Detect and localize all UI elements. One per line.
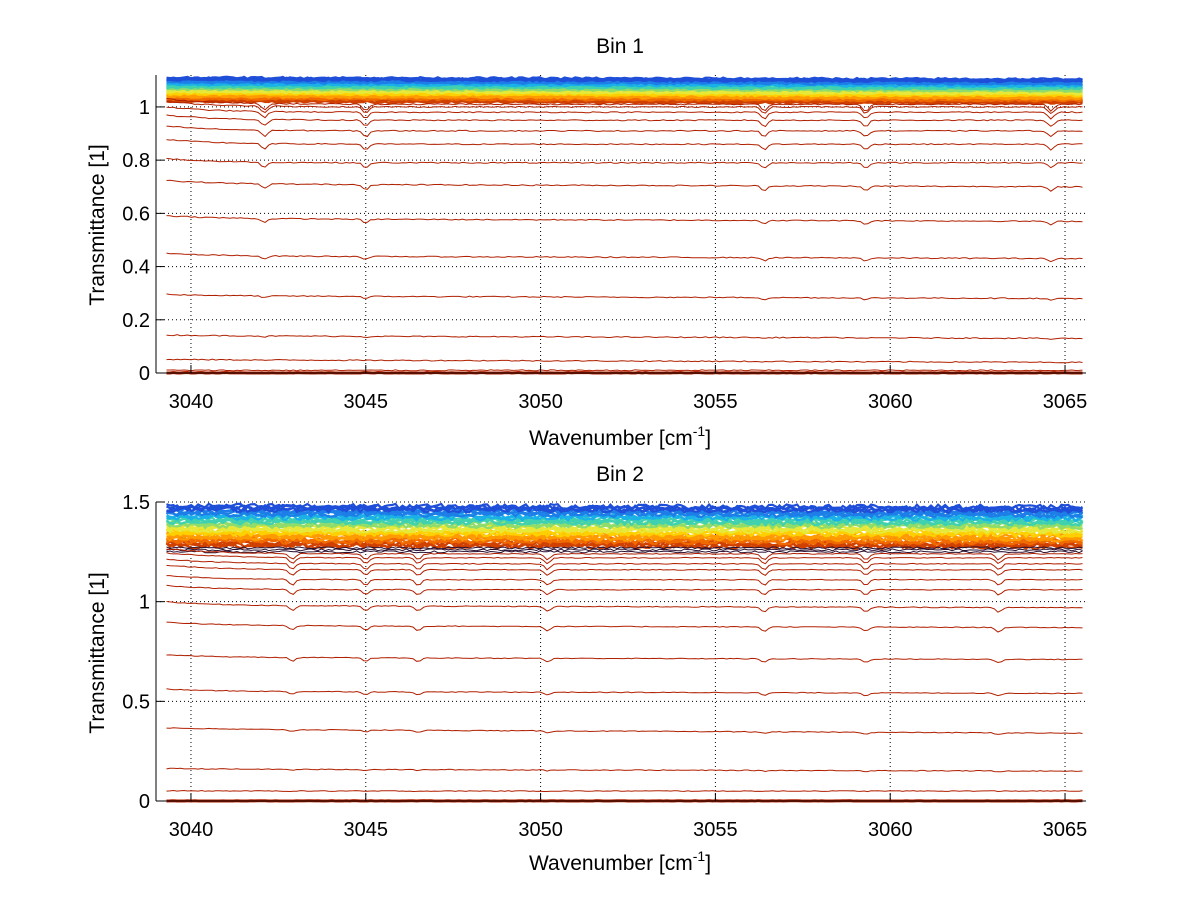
x-tick-label: 3050: [518, 391, 563, 413]
plot-area: 3040 3045 3050 3055 3060 3065 0 0.5 1 1.5: [122, 492, 1087, 841]
series-line: [166, 179, 1083, 192]
y-tick-label: 0: [139, 363, 150, 385]
series-line: [166, 101, 1083, 115]
y-tick-label: 1.5: [122, 492, 150, 514]
y-tick-label: 0.5: [122, 691, 150, 713]
series-line: [166, 564, 1083, 577]
x-tick-label: 3040: [169, 819, 214, 841]
series-line: [166, 575, 1083, 586]
x-tick-label: 3055: [693, 819, 738, 841]
y-axis-label: Transmittance [1]: [86, 572, 109, 733]
y-axis-label: Transmittance [1]: [86, 144, 109, 305]
series-line: [166, 369, 1083, 372]
x-axis-label-suffix: ]: [705, 852, 711, 875]
x-tick-label: 3045: [344, 391, 389, 413]
series-line: [166, 293, 1083, 301]
band-series-line: [166, 505, 1083, 515]
series-line: [166, 767, 1083, 773]
chart-bin-2: Bin 2 3040 3045 3050 3055 3060 3065 0 0.5 1 1.5 T…: [86, 463, 1087, 875]
series-line: [166, 252, 1083, 263]
dark-series-line: [166, 546, 1083, 550]
x-axis-label-suffix: ]: [705, 427, 711, 450]
x-tick-label: 3040: [169, 391, 214, 413]
x-axis-label-main: Wavenumber [cm: [529, 427, 693, 450]
band-series-line: [166, 75, 1083, 82]
series-line: [166, 654, 1083, 664]
x-tick-label: 3045: [344, 819, 389, 841]
series-line: [166, 688, 1083, 697]
series-line: [166, 789, 1083, 793]
y-tick-label: 0: [139, 791, 150, 813]
y-tick-label: 0.6: [122, 203, 150, 225]
series-line: [166, 157, 1083, 169]
plot-area: 3040 3045 3050 3055 3060 3065 0 0.2 0.4 0.6 0.8 1: [122, 75, 1087, 413]
band-series-line: [166, 502, 1084, 511]
chart-title: Bin 1: [596, 35, 644, 58]
x-axis-label-main: Wavenumber [cm: [529, 852, 693, 875]
series-line: [166, 106, 1083, 120]
series-line: [166, 215, 1083, 226]
chart-title: Bin 2: [596, 463, 644, 486]
x-tick-label: 3050: [518, 819, 563, 841]
y-tick-label: 1: [139, 97, 150, 119]
series-line: [166, 558, 1083, 571]
x-axis-label: Wavenumber [cm-1]: [529, 423, 711, 450]
x-tick-label: 3065: [1043, 391, 1088, 413]
x-axis-label-superscript: -1: [693, 848, 706, 864]
y-tick-label: 0.4: [122, 257, 150, 279]
dark-series-line: [166, 548, 1083, 552]
x-axis-label: Wavenumber [cm-1]: [529, 848, 711, 875]
dark-series-line: [166, 550, 1083, 554]
series-line: [166, 727, 1083, 735]
chart-bin-1: Bin 1 3040 3045 3050 3055 3060 3065 0 0.2 0.4 0.6…: [86, 35, 1087, 450]
x-tick-label: 3060: [868, 819, 913, 841]
series-line: [166, 98, 1083, 112]
series-line: [166, 584, 1083, 596]
y-tick-label: 0.8: [122, 150, 150, 172]
y-tick-label: 0.2: [122, 310, 150, 332]
series-line: [166, 552, 1083, 565]
series-line: [166, 358, 1083, 364]
x-axis-label-superscript: -1: [693, 423, 706, 439]
series-line: [166, 621, 1083, 633]
series-line: [166, 601, 1083, 613]
series-line: [166, 139, 1083, 151]
series-line: [166, 548, 1083, 561]
x-tick-label: 3055: [693, 391, 738, 413]
y-tick-label: 1: [139, 592, 150, 614]
x-tick-label: 3065: [1043, 819, 1088, 841]
series-line: [166, 334, 1083, 340]
series-line: [166, 125, 1083, 138]
x-tick-label: 3060: [868, 391, 913, 413]
series-line: [166, 114, 1083, 128]
